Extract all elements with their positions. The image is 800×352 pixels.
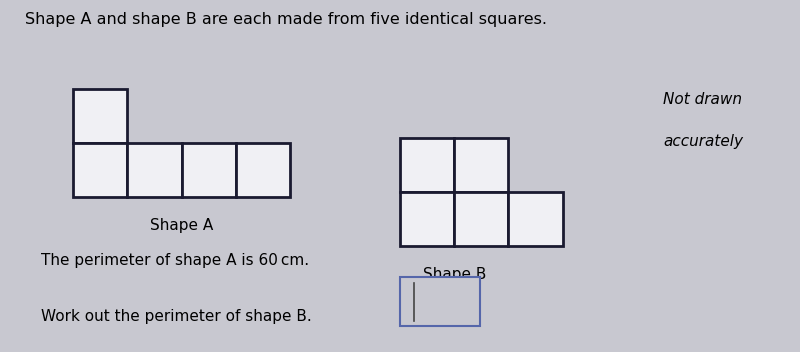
- Text: The perimeter of shape A is 60 cm.: The perimeter of shape A is 60 cm.: [42, 253, 310, 268]
- Bar: [400, 138, 454, 192]
- Bar: [127, 143, 182, 197]
- Bar: [509, 192, 562, 246]
- Bar: [236, 143, 290, 197]
- Bar: [400, 277, 480, 326]
- Text: accurately: accurately: [663, 133, 743, 149]
- Bar: [400, 192, 454, 246]
- Text: Shape A and shape B are each made from five identical squares.: Shape A and shape B are each made from f…: [26, 12, 547, 27]
- Text: Work out the perimeter of shape B.: Work out the perimeter of shape B.: [42, 309, 312, 324]
- Bar: [454, 138, 509, 192]
- Bar: [73, 89, 127, 143]
- Bar: [182, 143, 236, 197]
- Text: Shape B: Shape B: [422, 267, 486, 282]
- Text: Not drawn: Not drawn: [663, 92, 742, 107]
- Bar: [454, 192, 509, 246]
- Bar: [73, 143, 127, 197]
- Text: Shape A: Shape A: [150, 218, 213, 233]
